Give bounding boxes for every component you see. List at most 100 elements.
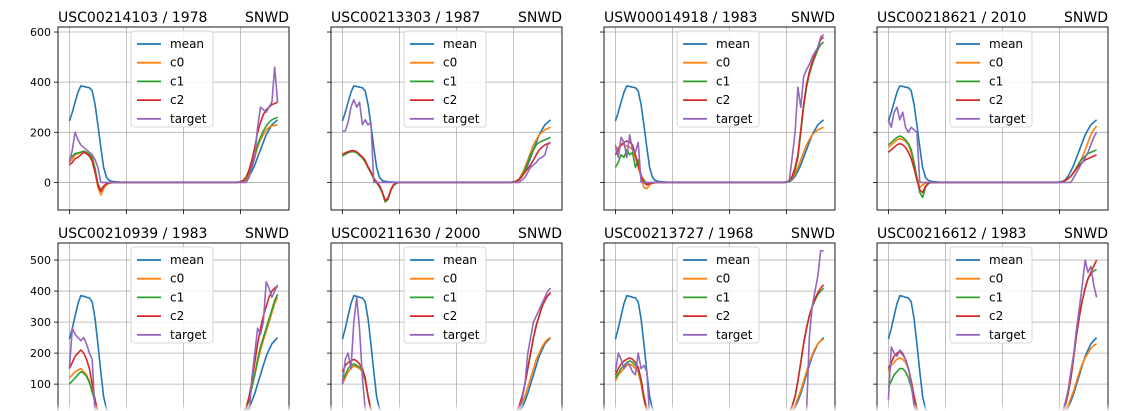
legend: mean c0 c1 c2 target (403, 30, 487, 128)
legend-label-target: target (443, 328, 480, 342)
subplot-title: USC00218621 / 2010 (877, 10, 1026, 26)
axes-frame (57, 26, 290, 211)
legend-label-target: target (716, 112, 753, 126)
y-tick-label: 600 (30, 26, 51, 39)
series-line-mean (341, 294, 552, 411)
legend-box (949, 30, 1033, 128)
legend-label-c2: c2 (443, 309, 457, 323)
legend-label-mean: mean (170, 37, 204, 51)
y-tick-label: 300 (30, 316, 51, 329)
subplot-variable-label: SNWD (791, 226, 835, 242)
subplot-3: USW00014918 / 1983 SNWD mean c0 c1 c2 target (600, 10, 836, 214)
subplot-1: 0 200 400 600 USC00214103 / 1978 SNWD mean c0 c1… (30, 10, 290, 214)
legend-label-c2: c2 (170, 93, 184, 107)
axes-frame (603, 26, 836, 211)
legend-label-c2: c2 (989, 93, 1003, 107)
legend-label-c0: c0 (443, 56, 457, 70)
legend-box (130, 30, 214, 128)
y-tick-label: 400 (30, 285, 51, 298)
y-tick-label: 400 (30, 76, 51, 89)
legend-label-c1: c1 (170, 290, 184, 304)
series-lines (68, 66, 279, 196)
subplot-variable-label: SNWD (518, 226, 562, 242)
subplot-8: USC00216612 / 1983 SNWD mean c0 c1 c2 target (873, 226, 1109, 411)
legend-label-c2: c2 (716, 309, 730, 323)
legend-label-target: target (170, 328, 207, 342)
subplot-grid: 0 200 400 600 USC00214103 / 1978 SNWD mean c0 c1… (30, 10, 1109, 411)
legend-label-mean: mean (443, 37, 477, 51)
legend: mean c0 c1 c2 target (676, 30, 760, 128)
series-lines (341, 287, 552, 411)
subplot-6: USC00211630 / 2000 SNWD mean c0 c1 c2 target (327, 226, 563, 411)
subplot-2: USC00213303 / 1987 SNWD mean c0 c1 c2 target (327, 10, 563, 214)
series-line-mean (614, 294, 825, 411)
y-tick-label: 200 (30, 347, 51, 360)
axes-frame (876, 242, 1109, 411)
legend-label-mean: mean (989, 253, 1023, 267)
legend-label-c0: c0 (716, 272, 730, 286)
legend-label-target: target (989, 328, 1026, 342)
series-line-mean (887, 294, 1098, 411)
y-tick-label: 500 (30, 254, 51, 267)
subplot-variable-label: SNWD (1064, 10, 1108, 26)
legend-label-c0: c0 (170, 56, 184, 70)
legend-label-mean: mean (170, 253, 204, 267)
axes-frame (57, 242, 290, 411)
subplot-variable-label: SNWD (1064, 226, 1108, 242)
legend-box (403, 30, 487, 128)
legend-label-target: target (989, 112, 1026, 126)
legend-label-c0: c0 (989, 272, 1003, 286)
subplot-variable-label: SNWD (791, 10, 835, 26)
legend-label-c0: c0 (443, 272, 457, 286)
legend-label-c0: c0 (989, 56, 1003, 70)
subplot-variable-label: SNWD (245, 10, 289, 26)
legend-label-mean: mean (989, 37, 1023, 51)
legend-label-c2: c2 (989, 309, 1003, 323)
legend-label-c0: c0 (170, 272, 184, 286)
legend-box (949, 246, 1033, 344)
series-lines (341, 85, 552, 203)
legend-label-mean: mean (716, 37, 750, 51)
series-line-mean (68, 294, 279, 411)
axes-frame (330, 26, 563, 211)
legend-label-c2: c2 (443, 93, 457, 107)
legend-box (403, 246, 487, 344)
subplot-title: USC00213303 / 1987 (331, 10, 480, 26)
series-lines (887, 259, 1098, 411)
legend-label-c1: c1 (716, 74, 730, 88)
subplot-5: 0100200300400500USC00210939 / 1983SNWDme… (30, 226, 290, 411)
series-line-target (68, 66, 279, 184)
legend-label-c1: c1 (443, 74, 457, 88)
series-lines (887, 85, 1098, 199)
series-line-target (614, 33, 825, 184)
series-lines (614, 250, 825, 411)
legend: mean c0 c1 c2 target (676, 246, 760, 344)
subplot-title: USC00210939 / 1983 (58, 226, 207, 242)
legend-label-c1: c1 (989, 290, 1003, 304)
subplot-title: USC00211630 / 2000 (331, 226, 480, 242)
subplot-title: USC00213727 / 1968 (604, 226, 753, 242)
subplot-title: USC00214103 / 1978 (58, 10, 207, 26)
legend-box (130, 246, 214, 344)
y-tick-label: 0 (44, 176, 51, 189)
series-line-target (887, 106, 1098, 184)
legend: mean c0 c1 c2 target (949, 246, 1033, 344)
legend: mean c0 c1 c2 target (403, 246, 487, 344)
legend-label-c1: c1 (170, 74, 184, 88)
legend-box (676, 30, 760, 128)
y-tick-label: 100 (30, 378, 51, 391)
legend-label-target: target (443, 112, 480, 126)
legend: mean c0 c1 c2 target (949, 30, 1033, 128)
legend-box (676, 246, 760, 344)
legend-label-c1: c1 (989, 74, 1003, 88)
legend-label-c1: c1 (716, 290, 730, 304)
subplot-variable-label: SNWD (518, 10, 562, 26)
legend: mean c0 c1 c2 target (130, 30, 214, 128)
y-tick-label: 200 (30, 126, 51, 139)
subplot-title: USW00014918 / 1983 (604, 10, 757, 26)
series-lines (614, 33, 825, 190)
subplot-title: USC00216612 / 1983 (877, 226, 1026, 242)
legend-label-c2: c2 (170, 309, 184, 323)
subplot-7: USC00213727 / 1968 SNWD mean c0 c1 c2 target (600, 226, 836, 411)
